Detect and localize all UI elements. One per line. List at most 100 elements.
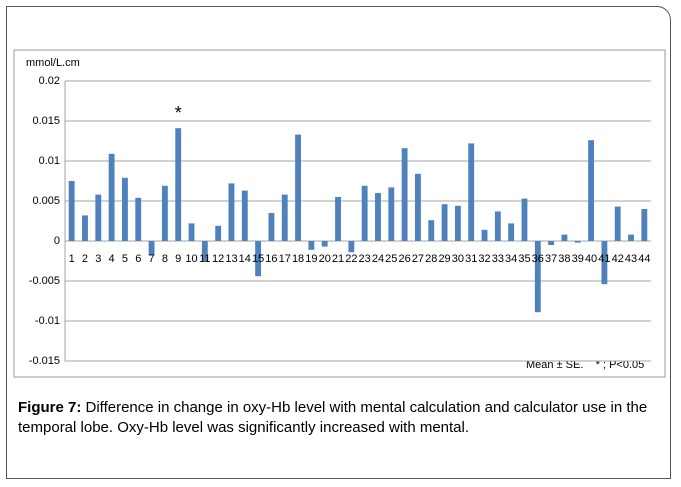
x-tick-label: 19	[305, 253, 317, 265]
y-tick-label: 0.015	[32, 115, 60, 127]
x-tick-label: 26	[398, 253, 410, 265]
bar	[588, 140, 594, 241]
bar	[481, 229, 488, 241]
x-tick-label: 29	[438, 253, 450, 265]
bar	[401, 148, 408, 241]
bar	[135, 197, 142, 241]
x-tick-label: 5	[122, 253, 128, 265]
x-tick-label: 43	[625, 253, 637, 265]
x-tick-label: 6	[135, 253, 141, 265]
bar	[241, 190, 248, 241]
x-tick-label: 7	[149, 253, 155, 265]
bar	[268, 213, 275, 241]
x-tick-label: 12	[212, 253, 224, 265]
figure-frame	[6, 6, 671, 479]
x-tick-label: 41	[598, 253, 610, 265]
x-tick-label: 36	[532, 253, 544, 265]
x-tick-label: 28	[425, 253, 437, 265]
x-tick-label: 18	[292, 253, 304, 265]
x-tick-label: 16	[265, 253, 277, 265]
bar	[521, 198, 528, 241]
x-tick-label: 11	[199, 253, 210, 265]
x-tick-label: 15	[252, 253, 264, 265]
x-tick-label: 22	[345, 253, 357, 265]
bar	[454, 205, 461, 241]
x-tick-label: 31	[465, 253, 477, 265]
bar	[388, 187, 395, 241]
x-tick-label: 37	[545, 253, 557, 265]
bar	[95, 194, 102, 241]
caption-label: Figure 7:	[18, 399, 82, 416]
bar	[148, 241, 155, 256]
x-tick-label: 39	[572, 253, 584, 265]
y-tick-label: 0.01	[39, 155, 60, 167]
x-tick-label: 35	[518, 253, 530, 265]
y-tick-label: -0.015	[29, 355, 60, 367]
bar	[348, 241, 355, 253]
note: Mean ± SE. * ; P<0.05	[526, 359, 644, 371]
bar	[534, 241, 541, 313]
bar	[494, 211, 501, 241]
x-tick-label: 23	[359, 253, 371, 265]
bar	[375, 193, 381, 241]
caption-text: Difference in change in oxy-Hb level wit…	[18, 399, 648, 436]
x-tick-label: 40	[585, 253, 597, 265]
x-tick-label: 34	[505, 253, 517, 265]
x-tick-label: 14	[239, 253, 251, 265]
bar	[161, 185, 168, 241]
bar	[441, 204, 448, 241]
x-tick-label: 32	[478, 253, 490, 265]
x-tick-label: 8	[162, 253, 168, 265]
bar	[614, 206, 621, 241]
y-tick-label: 0.005	[32, 195, 60, 207]
bar	[82, 215, 88, 241]
bar	[415, 173, 421, 241]
bar	[574, 241, 581, 243]
caption: Figure 7: Difference in change in oxy-Hb…	[18, 398, 658, 438]
x-tick-label: 33	[492, 253, 504, 265]
bar	[295, 134, 301, 241]
bar	[361, 185, 368, 241]
bar	[601, 241, 608, 285]
x-tick-label: 25	[385, 253, 397, 265]
x-tick-label: 9	[175, 253, 181, 265]
annotation: *	[175, 103, 182, 123]
chart: mmol/L.cm Mean ± SE. * ; P<0.05 0.02 0.01…	[13, 49, 666, 378]
bar	[108, 153, 115, 241]
y-tick-label: -0.01	[35, 315, 60, 327]
x-tick-label: 17	[279, 253, 291, 265]
bar	[641, 209, 648, 241]
x-tick-label: 20	[319, 253, 331, 265]
x-tick-label: 44	[638, 253, 650, 265]
bar	[215, 225, 222, 241]
bar	[428, 220, 435, 241]
x-tick-label: 21	[332, 253, 344, 265]
bar	[281, 194, 288, 241]
bar	[255, 241, 262, 277]
y-axis-label: mmol/L.cm	[26, 57, 80, 69]
x-tick-label: 13	[225, 253, 237, 265]
bar	[228, 183, 235, 241]
x-tick-label: 1	[69, 253, 75, 265]
bar	[321, 241, 328, 247]
bar	[68, 181, 75, 241]
x-tick-label: 38	[558, 253, 570, 265]
bar	[335, 197, 341, 241]
y-tick-label: 0	[54, 235, 60, 247]
bar	[201, 241, 208, 261]
bar	[308, 241, 315, 250]
x-tick-label: 27	[412, 253, 424, 265]
y-tick-label: -0.005	[29, 275, 60, 287]
bar	[508, 223, 515, 241]
bar	[561, 234, 568, 241]
x-tick-label: 4	[109, 253, 115, 265]
bar	[628, 234, 634, 241]
y-tick-label: 0.02	[39, 75, 60, 87]
bar	[122, 177, 128, 241]
x-tick-label: 24	[372, 253, 384, 265]
x-tick-label: 30	[452, 253, 464, 265]
x-tick-label: 42	[612, 253, 624, 265]
x-tick-label: 3	[95, 253, 101, 265]
bar	[175, 128, 182, 241]
